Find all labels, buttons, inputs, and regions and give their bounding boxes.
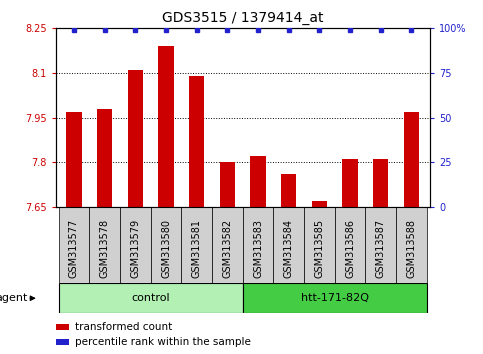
Bar [56,339,69,345]
Bar [56,324,69,330]
Bar [250,156,266,207]
Bar [89,207,120,283]
Text: GSM313585: GSM313585 [314,218,325,278]
Bar [396,207,427,283]
Title: GDS3515 / 1379414_at: GDS3515 / 1379414_at [162,11,324,24]
Bar [158,46,174,207]
Text: htt-171-82Q: htt-171-82Q [301,293,369,303]
Text: agent: agent [0,293,28,303]
Text: control: control [131,293,170,303]
Bar [243,207,273,283]
Bar [273,207,304,283]
Text: GSM313578: GSM313578 [99,218,110,278]
Bar [404,112,419,207]
Text: percentile rank within the sample: percentile rank within the sample [75,337,251,347]
Text: GSM313583: GSM313583 [253,218,263,278]
Text: GSM313580: GSM313580 [161,218,171,278]
Bar [189,76,204,207]
Bar [212,207,243,283]
Text: GSM313587: GSM313587 [376,218,386,278]
Bar [220,162,235,207]
Text: GSM313582: GSM313582 [222,218,232,278]
Text: GSM313588: GSM313588 [407,218,416,278]
Text: transformed count: transformed count [75,322,172,332]
Text: GSM313579: GSM313579 [130,218,141,278]
Bar [281,174,297,207]
Bar [181,207,212,283]
Bar [58,283,243,313]
Bar [66,112,82,207]
Bar [120,207,151,283]
Bar [373,159,388,207]
Bar [128,70,143,207]
Bar [151,207,181,283]
Text: GSM313577: GSM313577 [69,218,79,278]
Text: GSM313586: GSM313586 [345,218,355,278]
Bar [335,207,366,283]
Bar [366,207,396,283]
Text: GSM313584: GSM313584 [284,218,294,278]
Bar [312,201,327,207]
Bar [304,207,335,283]
Bar [58,207,89,283]
Bar [97,109,113,207]
Bar [342,159,358,207]
Text: GSM313581: GSM313581 [192,218,202,278]
Bar [243,283,427,313]
